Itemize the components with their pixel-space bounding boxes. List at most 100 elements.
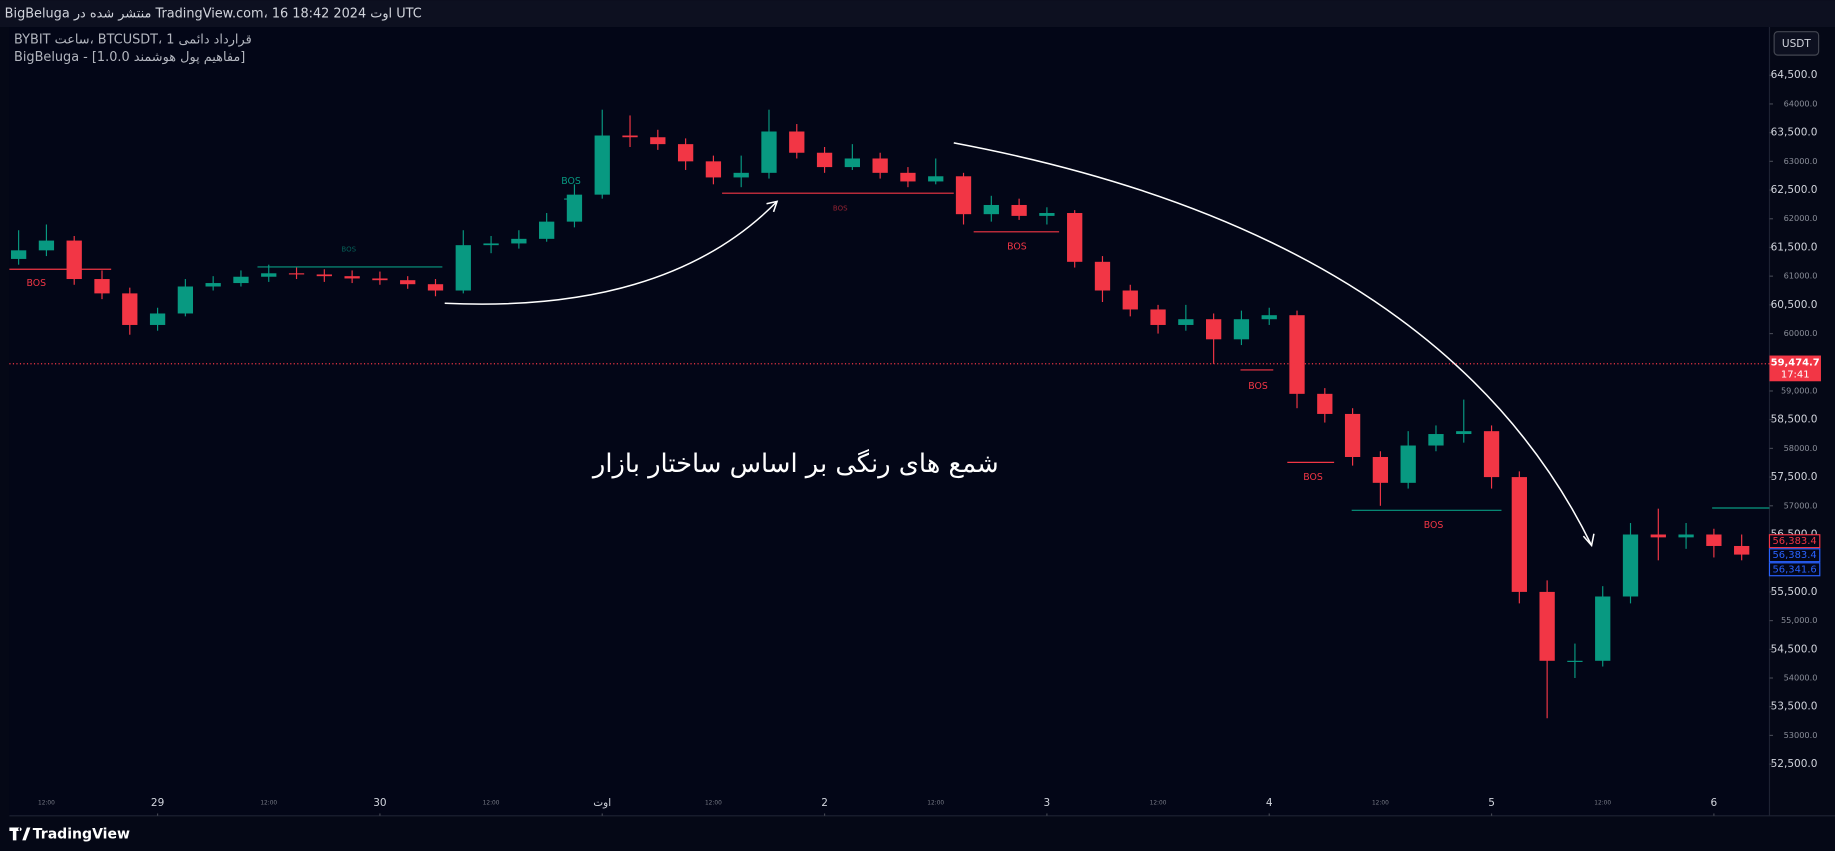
candle-body bbox=[400, 280, 416, 285]
x-tick-label-minor: 12:00 bbox=[260, 800, 277, 806]
logo bbox=[9, 827, 31, 841]
last-price-label: 59,474.7 bbox=[1771, 358, 1820, 369]
bos-label: BOS bbox=[26, 278, 46, 289]
y-tick-label: 64000.0 bbox=[1784, 98, 1818, 108]
y-tick-label: 63000.0 bbox=[1784, 156, 1818, 166]
y-tick-label: 52,500.0 bbox=[1771, 758, 1818, 770]
y-tick-label: 55,000.0 bbox=[1781, 615, 1817, 625]
candle-body bbox=[1567, 660, 1583, 662]
candle-body bbox=[372, 278, 388, 281]
price-label: 56,383.4 bbox=[1772, 536, 1816, 547]
y-tick-label: 62000.0 bbox=[1784, 213, 1818, 223]
y-tick-label: 59,000.0 bbox=[1781, 385, 1817, 395]
candles bbox=[10, 109, 1750, 719]
candle-body bbox=[1317, 393, 1333, 414]
x-tick-label-minor: 12:00 bbox=[38, 800, 55, 806]
candle-body bbox=[66, 240, 82, 280]
candle-body bbox=[455, 245, 471, 291]
price-label-box bbox=[1768, 534, 1821, 549]
candle-body bbox=[1483, 431, 1500, 478]
candle-body bbox=[1706, 534, 1722, 546]
price-label: 56,341.6 bbox=[1772, 564, 1816, 575]
arrow-curve bbox=[953, 142, 1593, 546]
brand: TradingView bbox=[33, 827, 130, 843]
publisher-info: BigBeluga منتشر شده در TradingView.com، … bbox=[5, 7, 422, 22]
bos-label: BOS bbox=[1007, 242, 1027, 253]
y-tick-label: 60,500.0 bbox=[1771, 299, 1818, 311]
candle-body bbox=[1178, 319, 1194, 325]
x-tick-label: اوت bbox=[593, 797, 611, 809]
y-tick-label: 53,500.0 bbox=[1771, 701, 1818, 713]
candle-body bbox=[1344, 413, 1361, 457]
x-tick-label: 3 bbox=[1044, 797, 1051, 809]
candle-body bbox=[1094, 261, 1111, 291]
arrow-head bbox=[1582, 533, 1595, 548]
y-tick-label: 61,500.0 bbox=[1771, 241, 1818, 253]
candle-body bbox=[1206, 319, 1222, 340]
x-tick-label: 2 bbox=[821, 797, 828, 809]
candle-body bbox=[511, 238, 527, 244]
arrows bbox=[444, 142, 1595, 548]
x-tick-label-minor: 12:00 bbox=[927, 800, 944, 806]
candle-body bbox=[816, 152, 833, 168]
y-tick-label: 57,500.0 bbox=[1771, 471, 1818, 483]
candle-body bbox=[622, 135, 638, 138]
x-tick-label-minor: 12:00 bbox=[1372, 800, 1389, 806]
candle-body bbox=[1372, 456, 1389, 483]
candle-body bbox=[1400, 445, 1416, 483]
x-tick-label-minor: 12:00 bbox=[1594, 800, 1611, 806]
candle-body bbox=[1011, 204, 1027, 216]
last-price-box bbox=[1769, 355, 1821, 382]
currency-button[interactable] bbox=[1773, 31, 1820, 56]
bos-label: BOS bbox=[1424, 520, 1444, 531]
y-tick-label: 63,500.0 bbox=[1771, 127, 1818, 139]
candle-body bbox=[1289, 315, 1305, 394]
price-label-box bbox=[1768, 548, 1821, 563]
bos-label: BOS bbox=[833, 203, 848, 212]
candle-body bbox=[1150, 309, 1166, 325]
candle-body bbox=[1261, 315, 1277, 320]
candle-body bbox=[983, 204, 999, 215]
bos-label: BOS bbox=[1248, 381, 1268, 392]
bos-label: BOS bbox=[561, 176, 581, 187]
candle-body bbox=[1678, 534, 1694, 538]
candle-body bbox=[316, 274, 332, 277]
x-tick-label: 29 bbox=[151, 797, 164, 809]
candle-body bbox=[1122, 290, 1138, 310]
bos-labels: BOS BOS BOS BOS BOS BOS BOS BOS bbox=[26, 176, 1443, 531]
candle-body bbox=[1622, 534, 1639, 597]
candle-body bbox=[539, 221, 555, 239]
plot-area bbox=[9, 27, 1770, 816]
candle-body bbox=[1067, 213, 1083, 262]
y-tick-label: 64,500.0 bbox=[1771, 69, 1818, 81]
candle-body bbox=[1650, 534, 1666, 538]
y-tick-label: 55,500.0 bbox=[1771, 586, 1818, 598]
candle-body bbox=[288, 273, 305, 275]
y-tick-label: 60000.0 bbox=[1784, 328, 1818, 338]
y-tick-label: 58,500.0 bbox=[1771, 414, 1818, 426]
candle-body bbox=[427, 284, 444, 291]
candle-body bbox=[1428, 434, 1444, 446]
candle-body bbox=[650, 137, 666, 145]
y-tick-label: 61000.0 bbox=[1784, 271, 1818, 281]
bos-label: BOS bbox=[1303, 472, 1323, 483]
candle-body bbox=[261, 273, 277, 277]
candle-body bbox=[10, 250, 27, 259]
candle-body bbox=[38, 240, 55, 251]
candle-body bbox=[149, 313, 166, 325]
candle-body bbox=[483, 243, 499, 246]
symbol-legend: BYBIT ساعت، BTCUSDT، 1 قرارداد دائمی bbox=[14, 32, 252, 47]
y-tick-label: 58000.0 bbox=[1784, 443, 1818, 453]
candle-body bbox=[677, 144, 694, 162]
axes: 64,500.064000.063,500.063000.062,500.062… bbox=[9, 69, 1821, 816]
candle-body bbox=[872, 158, 888, 173]
candle-body bbox=[1233, 319, 1250, 340]
x-tick-label: 6 bbox=[1711, 797, 1718, 809]
candle-body bbox=[566, 194, 583, 222]
bos-label: BOS bbox=[341, 244, 356, 253]
arrow-head bbox=[766, 200, 779, 213]
candle-body bbox=[789, 131, 805, 153]
currency-label[interactable]: USDT bbox=[1782, 38, 1811, 50]
candle-body bbox=[1456, 431, 1472, 435]
